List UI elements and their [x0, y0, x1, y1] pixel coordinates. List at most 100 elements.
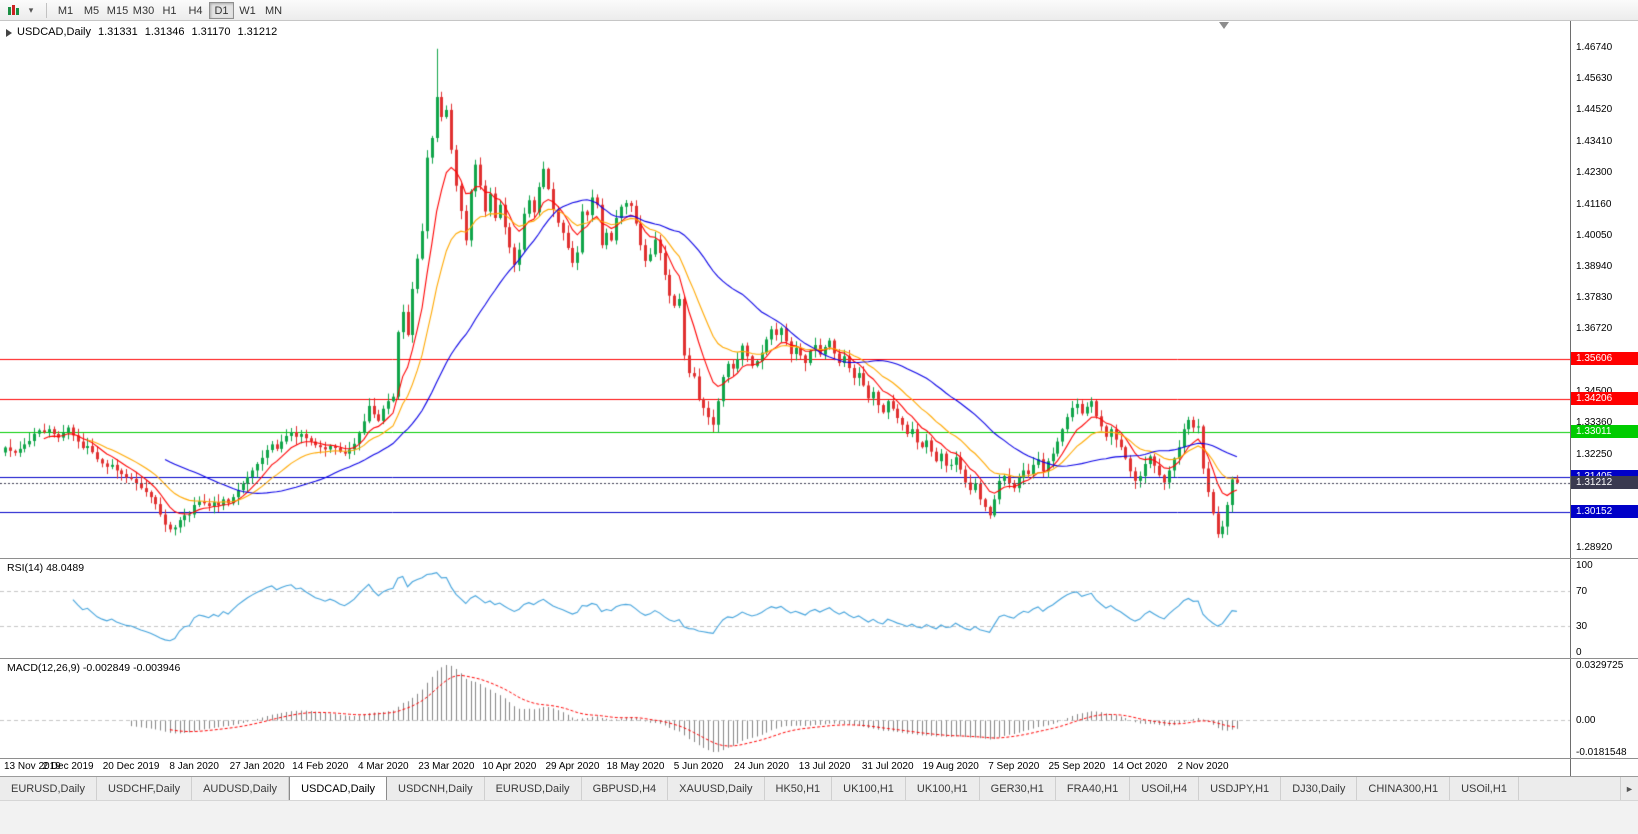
- price-tick-label: 1.46740: [1576, 42, 1613, 54]
- chart-tab-hk50-h1[interactable]: HK50,H1: [765, 777, 833, 800]
- time-axis-label: 27 Jan 2020: [229, 761, 285, 772]
- chart-region: USDCAD,Daily 1.31331 1.31346 1.31170 1.3…: [0, 21, 1638, 776]
- panel-separator[interactable]: [0, 558, 1638, 559]
- time-axis-label: 2 Dec 2019: [42, 761, 94, 772]
- time-axis-label: 8 Jan 2020: [169, 761, 219, 772]
- macd-panel-canvas: [0, 659, 1570, 758]
- timeframe-mn-button[interactable]: MN: [264, 4, 283, 17]
- chart-tab-china300-h1[interactable]: CHINA300,H1: [1357, 777, 1451, 800]
- high-value: 1.31346: [144, 26, 185, 38]
- price-tick-label: 1.34500: [1576, 386, 1612, 397]
- chart-plot-area: USDCAD,Daily 1.31331 1.31346 1.31170 1.3…: [0, 21, 1570, 776]
- time-axis-label: 14 Oct 2020: [1112, 761, 1168, 772]
- toolbar-separator: [46, 2, 47, 18]
- price-tick-label: 1.45630: [1576, 73, 1613, 85]
- close-value: 1.31212: [237, 26, 278, 38]
- macd-indicator-label: MACD(12,26,9) -0.002849 -0.003946: [7, 662, 181, 674]
- timeframe-h4-button[interactable]: H4: [188, 4, 203, 17]
- time-axis-label: 2 Nov 2020: [1177, 761, 1229, 772]
- price-level-badge: 1.35606: [1571, 352, 1638, 366]
- price-tick-label: 1.43410: [1576, 135, 1613, 147]
- chart-tab-usdchf-daily[interactable]: USDCHF,Daily: [97, 777, 193, 800]
- chart-tab-uk100-h1[interactable]: UK100,H1: [906, 777, 980, 800]
- chart-tab-eurusd-daily[interactable]: EURUSD,Daily: [485, 777, 582, 800]
- chart-tab-eurusd-daily[interactable]: EURUSD,Daily: [0, 777, 97, 800]
- price-axis[interactable]: 1.46740 1.45630 1.44520 1.43410 1.42300 1.411…: [1570, 21, 1638, 776]
- symbol-period-label: USDCAD,Daily: [17, 26, 91, 38]
- rsi-indicator-label: RSI(14) 48.0489: [7, 562, 85, 574]
- time-axis-label: 18 May 2020: [606, 761, 665, 772]
- time-axis-label: 10 Apr 2020: [482, 761, 537, 772]
- macd-axis-label: 0.0329725: [1576, 660, 1624, 671]
- price-tick-label: 1.40050: [1576, 229, 1613, 241]
- timeframe-m5-button[interactable]: M5: [83, 4, 100, 17]
- chart-type-button[interactable]: [4, 1, 22, 19]
- time-axis-label: 13 Nov 2019: [4, 761, 61, 772]
- price-level-badge: 1.31212: [1571, 475, 1638, 489]
- timeframe-m30-button[interactable]: M30: [132, 4, 155, 17]
- chart-tab-usdcad-daily[interactable]: USDCAD,Daily: [289, 777, 388, 800]
- price-tick-label: 1.37830: [1576, 292, 1613, 304]
- time-axis-label: 20 Dec 2019: [102, 761, 160, 772]
- time-axis-label: 31 Jul 2020: [861, 761, 914, 772]
- toolbar: ▾ M1 M5 M15 M30 H1 H4 D1 W1 MN: [0, 0, 1638, 21]
- status-bar: [0, 800, 1638, 834]
- rsi-panel-canvas: [0, 559, 1570, 658]
- timeframe-m15-button[interactable]: M15: [106, 4, 129, 17]
- price-tick-label: 1.38940: [1576, 260, 1613, 272]
- candlestick-chart-icon: [7, 4, 20, 17]
- price-tick-label: 1.42300: [1576, 166, 1613, 178]
- price-tick-label: 1.28920: [1576, 542, 1613, 554]
- time-axis-label: 5 Jun 2020: [673, 761, 724, 772]
- triangle-right-icon[interactable]: [6, 29, 12, 37]
- chart-tab-uk100-h1[interactable]: UK100,H1: [832, 777, 906, 800]
- chevron-down-icon: ▾: [28, 4, 34, 15]
- price-level-badge: 1.34206: [1571, 391, 1638, 405]
- time-axis-label: 7 Sep 2020: [988, 761, 1040, 772]
- panel-separator[interactable]: [0, 658, 1638, 659]
- price-tick-label: 1.33360: [1576, 417, 1613, 429]
- macd-axis-label: 0.00: [1576, 715, 1596, 727]
- chart-type-dropdown-button[interactable]: ▾: [22, 1, 40, 19]
- timeframe-buttons: M1 M5 M15 M30 H1 H4 D1 W1 MN: [53, 1, 287, 19]
- tab-scroll-right-button[interactable]: ►: [1620, 777, 1638, 800]
- macd-axis-label: -0.0181548: [1576, 747, 1627, 758]
- chart-tab-audusd-daily[interactable]: AUDUSD,Daily: [192, 777, 290, 800]
- chart-shift-marker[interactable]: [1219, 22, 1229, 29]
- time-axis-label: 19 Aug 2020: [922, 761, 979, 772]
- chart-tab-ger30-h1[interactable]: GER30,H1: [980, 777, 1056, 800]
- chart-tab-xauusd-daily[interactable]: XAUUSD,Daily: [668, 777, 765, 800]
- rsi-axis-label: 70: [1576, 586, 1588, 598]
- chart-tab-dj30-daily[interactable]: DJ30,Daily: [1281, 777, 1358, 800]
- price-tick-label: 1.36720: [1576, 323, 1613, 335]
- chart-tab-usdcnh-daily[interactable]: USDCNH,Daily: [387, 777, 485, 800]
- chart-tab-fra40-h1[interactable]: FRA40,H1: [1056, 777, 1131, 800]
- time-axis-label: 29 Apr 2020: [545, 761, 600, 772]
- chart-tab-usoil-h4[interactable]: USOil,H4: [1130, 777, 1200, 800]
- low-value: 1.31170: [191, 26, 231, 38]
- chart-title: USDCAD,Daily 1.31331 1.31346 1.31170 1.3…: [17, 26, 277, 38]
- time-axis-label: 14 Feb 2020: [292, 761, 349, 772]
- price-level-badge: 1.33011: [1571, 425, 1638, 439]
- price-tick-label: 1.32250: [1576, 448, 1613, 460]
- timeframe-h1-button[interactable]: H1: [162, 4, 177, 17]
- rsi-axis-label: 0: [1576, 647, 1582, 658]
- open-value: 1.31331: [97, 26, 138, 38]
- price-tick-label: 1.41160: [1576, 198, 1612, 210]
- panel-separator: [0, 758, 1638, 759]
- chart-tab-bar: EURUSD,Daily USDCHF,Daily AUDUSD,Daily USDC…: [0, 776, 1638, 800]
- rsi-axis-label: 30: [1576, 620, 1588, 632]
- time-axis[interactable]: 13 Nov 2019 2 Dec 2019 20 Dec 2019 8 Jan 20…: [0, 759, 1570, 776]
- rsi-axis-label: 100: [1576, 560, 1593, 571]
- price-tick-label: 1.44520: [1576, 104, 1613, 116]
- time-axis-label: 23 Mar 2020: [418, 761, 475, 772]
- timeframe-m1-button[interactable]: M1: [57, 4, 74, 17]
- time-axis-label: 24 Jun 2020: [734, 761, 790, 772]
- chart-tab-usoil-h1[interactable]: USOil,H1: [1450, 777, 1519, 800]
- timeframe-w1-button[interactable]: W1: [239, 4, 256, 17]
- price-chart-canvas[interactable]: [0, 21, 1570, 558]
- chart-tab-usdjpy-h1[interactable]: USDJPY,H1: [1199, 777, 1282, 800]
- chart-tab-gbpusd-h4[interactable]: GBPUSD,H4: [582, 777, 669, 800]
- timeframe-d1-button[interactable]: D1: [209, 1, 234, 19]
